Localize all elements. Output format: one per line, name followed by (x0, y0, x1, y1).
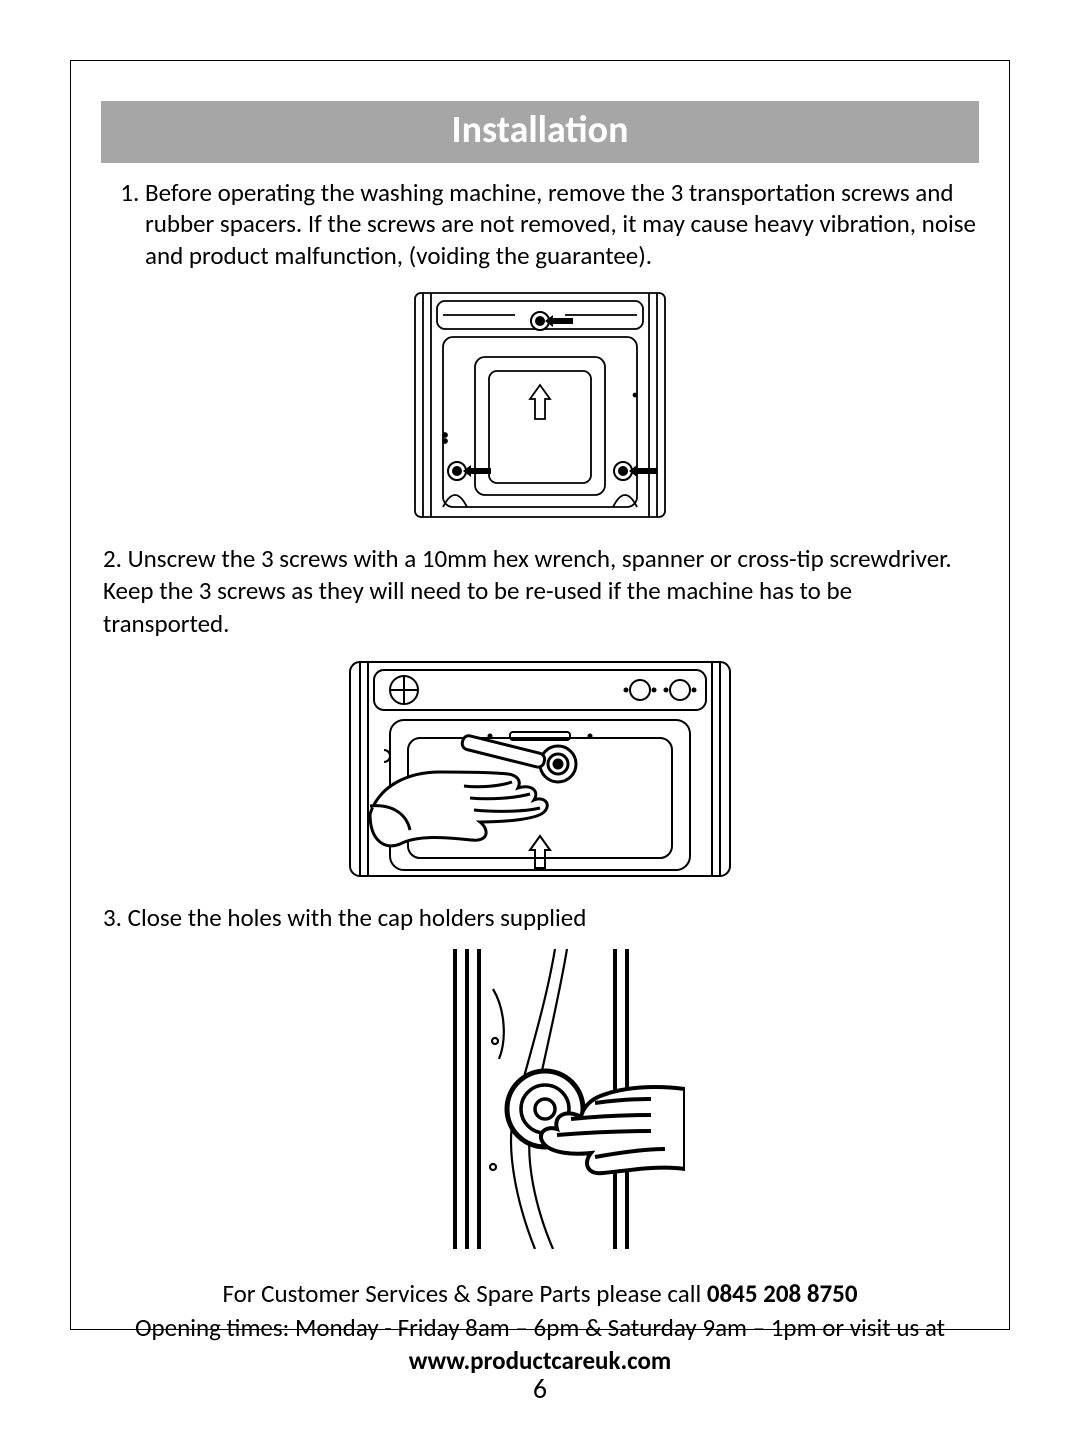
footer-phone: 0845 208 8750 (707, 1278, 858, 1309)
diagram-unscrew-icon (340, 654, 740, 884)
footer-service-prefix: For Customer Services & Spare Parts plea… (222, 1278, 706, 1309)
footer-hours: Opening times: Monday - Friday 8am – 6pm… (101, 1311, 979, 1345)
page-title-banner: Installation (101, 101, 979, 163)
step-2: 2. Unscrew the 3 screws with a 10mm hex … (103, 543, 979, 641)
figure-2 (101, 654, 979, 884)
page-number: 6 (0, 1371, 1080, 1406)
step-1: Before operating the washing machine, re… (145, 177, 979, 271)
footer-block: For Customer Services & Spare Parts plea… (101, 1277, 979, 1378)
figure-3 (101, 949, 979, 1249)
footer-service-line: For Customer Services & Spare Parts plea… (101, 1277, 979, 1311)
step-3: 3. Close the holes with the cap holders … (103, 902, 979, 935)
figure-1 (101, 285, 979, 525)
step-list: Before operating the washing machine, re… (101, 177, 979, 271)
diagram-back-panel-icon (395, 285, 685, 525)
diagram-cap-holder-icon (395, 949, 685, 1249)
